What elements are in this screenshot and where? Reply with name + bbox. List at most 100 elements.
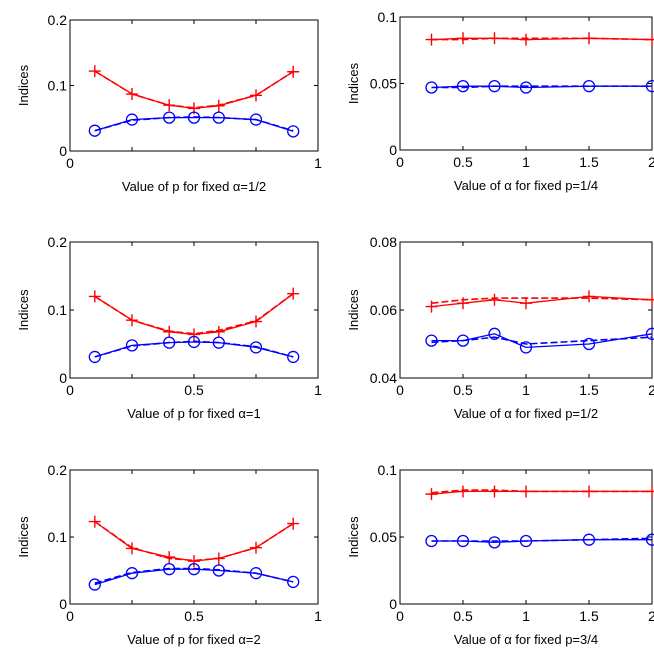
x-axis-label: Value of α for fixed p=3/4 xyxy=(454,632,598,647)
data-point-circle xyxy=(488,536,501,549)
series-line xyxy=(94,293,294,335)
x-tick-label: 0 xyxy=(396,382,404,398)
series-line xyxy=(94,340,294,358)
data-point-plus xyxy=(188,328,200,341)
series-1 xyxy=(425,290,654,313)
data-point-circle xyxy=(519,81,533,94)
series-2 xyxy=(94,520,294,562)
data-point-circle xyxy=(88,350,101,364)
chart-panel-4: 0 0.5 1 1.5 2 0.04 0.06 0.08 Value of α for fixe… xyxy=(346,234,654,421)
x-tick-label: 1 xyxy=(522,608,530,624)
chart-panel-3: 0 0.5 1 0 0.1 0.2 Value of p for fixed α=1 Indi… xyxy=(16,234,322,421)
x-axis-label: Value of p for fixed α=2 xyxy=(127,632,260,647)
series-line xyxy=(94,567,294,584)
y-tick-label: 0 xyxy=(59,143,67,159)
y-tick-label: 0.1 xyxy=(378,9,398,25)
data-point-circle xyxy=(88,578,101,591)
data-point-plus xyxy=(520,33,532,46)
series-3 xyxy=(88,563,300,591)
data-point-circle xyxy=(249,567,263,580)
series-1 xyxy=(88,515,300,568)
series-4 xyxy=(94,567,294,584)
series-line xyxy=(94,568,294,586)
y-tick-label: 0.1 xyxy=(48,78,68,94)
series-line xyxy=(431,37,653,41)
x-tick-label: 0.5 xyxy=(184,608,204,624)
data-point-plus xyxy=(488,293,501,306)
series-1 xyxy=(88,287,300,341)
data-point-circle xyxy=(287,125,300,138)
series-3 xyxy=(88,111,300,138)
data-point-circle xyxy=(488,80,501,93)
x-tick-label: 0 xyxy=(396,154,404,170)
y-tick-label: 0.05 xyxy=(370,76,397,92)
series-1 xyxy=(425,32,654,46)
y-tick-label: 0 xyxy=(59,370,67,386)
y-tick-label: 0.2 xyxy=(48,234,68,250)
data-point-plus xyxy=(583,290,595,303)
y-axis-label: Indices xyxy=(346,289,361,331)
series-line xyxy=(94,116,294,132)
data-point-circle xyxy=(519,534,533,548)
series-4 xyxy=(431,336,653,345)
x-tick-label: 0 xyxy=(66,382,74,398)
y-tick-label: 0.08 xyxy=(370,234,397,250)
y-tick-label: 0 xyxy=(59,596,67,612)
series-2 xyxy=(431,489,652,494)
y-tick-label: 0.1 xyxy=(48,529,68,545)
series-line xyxy=(94,520,294,562)
axes-box xyxy=(69,19,319,152)
data-point-circle xyxy=(488,327,501,340)
y-tick-label: 0.2 xyxy=(48,462,68,478)
series-2 xyxy=(431,297,653,304)
data-point-circle xyxy=(425,334,438,347)
x-tick-label: 1 xyxy=(314,382,322,398)
data-point-plus xyxy=(457,32,469,45)
y-axis-label: Indices xyxy=(16,64,31,106)
data-point-plus xyxy=(188,555,200,568)
y-axis-label: Indices xyxy=(16,289,31,331)
chart-panel-1: 0 1 0 0.1 0.2 Value of p for fixed α=1/2 Indic… xyxy=(16,12,322,194)
data-point-circle xyxy=(456,80,470,93)
y-tick-label: 0.05 xyxy=(370,529,397,545)
axes-box xyxy=(399,241,653,379)
series-line xyxy=(431,336,653,345)
data-point-plus xyxy=(488,485,501,498)
x-tick-label: 0 xyxy=(66,608,74,624)
x-tick-label: 0.5 xyxy=(453,608,473,624)
chart-panel-6: 0 0.5 1 1.5 2 0 0.05 0.1 Value of α for fixed p=… xyxy=(346,462,654,647)
x-tick-label: 1 xyxy=(314,608,322,624)
data-point-circle xyxy=(249,113,263,126)
series-3 xyxy=(425,327,654,354)
x-tick-label: 2 xyxy=(648,382,654,398)
series-1 xyxy=(88,65,300,115)
y-axis-label: Indices xyxy=(346,62,361,104)
data-point-plus xyxy=(163,551,176,564)
data-point-plus xyxy=(520,297,532,310)
series-line xyxy=(94,116,294,132)
x-axis-label: Value of α for fixed p=1/2 xyxy=(454,406,598,421)
data-point-plus xyxy=(88,515,101,528)
chart-panel-5: 0 0.5 1 0 0.1 0.2 Value of p for fixed α=2 Indi… xyxy=(16,462,322,647)
x-tick-label: 1.5 xyxy=(579,382,599,398)
x-tick-label: 1 xyxy=(522,154,530,170)
y-tick-label: 0.1 xyxy=(48,302,68,318)
data-point-circle xyxy=(582,337,596,351)
y-tick-label: 0.04 xyxy=(370,370,397,386)
x-tick-label: 1 xyxy=(522,382,530,398)
data-point-plus xyxy=(88,65,101,78)
series-line xyxy=(94,70,294,109)
data-point-plus xyxy=(457,485,469,498)
x-tick-label: 1 xyxy=(314,155,322,171)
y-tick-label: 0 xyxy=(389,596,397,612)
data-point-plus xyxy=(212,325,225,338)
series-line xyxy=(431,489,652,494)
data-point-circle xyxy=(249,341,263,354)
series-2 xyxy=(431,37,653,41)
x-axis-label: Value of α for fixed p=1/4 xyxy=(454,178,598,193)
series-line xyxy=(431,85,652,89)
series-2 xyxy=(94,293,294,335)
y-tick-label: 0.06 xyxy=(370,302,397,318)
series-3 xyxy=(425,533,654,549)
